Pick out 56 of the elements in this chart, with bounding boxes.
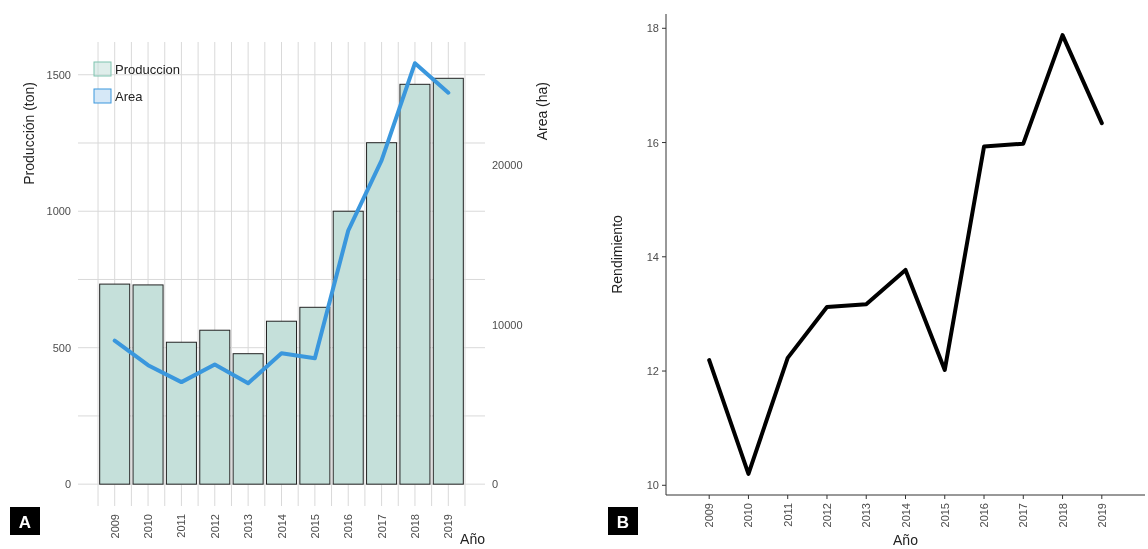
bar <box>232 353 264 485</box>
legend-label: Produccion <box>115 62 181 77</box>
x-tick-label: 2014 <box>899 503 912 528</box>
bar <box>432 77 464 485</box>
bar <box>265 320 298 485</box>
x-tick-label: 2014 <box>275 514 288 539</box>
x-tick-label: 2015 <box>308 514 321 539</box>
bar <box>165 341 197 485</box>
y-tick-label: 500 <box>52 341 71 354</box>
y2-axis-title: Area (ha) <box>534 82 550 141</box>
bar <box>366 142 398 485</box>
bar <box>132 284 164 485</box>
line-series <box>112 61 451 386</box>
y2-tick-label: 0 <box>492 478 499 491</box>
x-tick-label: 2016 <box>342 514 355 539</box>
x-tick-label: 2013 <box>242 514 255 539</box>
x-tick-label: 2013 <box>860 503 873 528</box>
x-tick-label: 2015 <box>938 503 951 528</box>
x-tick-label: 2010 <box>142 514 155 539</box>
x-tick-label: 2012 <box>820 503 833 528</box>
x-tick-label: 2018 <box>1056 503 1069 528</box>
x-tick-label: 2009 <box>108 514 121 539</box>
x-tick-label: 2011 <box>781 503 794 527</box>
x-tick-label: 2017 <box>375 514 388 539</box>
y-tick-label: 0 <box>64 478 71 491</box>
y-axis-title: Rendimiento <box>609 214 625 294</box>
x-tick-label: 2012 <box>208 514 221 539</box>
bar <box>299 306 331 485</box>
y-tick-label: 16 <box>646 136 659 149</box>
text: B <box>616 513 630 532</box>
y-tick-label: 18 <box>646 22 659 35</box>
bar <box>99 283 131 485</box>
y-axis-title: Producción (ton) <box>21 82 37 185</box>
y-tick-label: 1000 <box>46 205 71 218</box>
y-tick-label: 14 <box>646 250 659 263</box>
bar <box>332 210 364 485</box>
y-tick-label: 10 <box>646 479 659 492</box>
bar <box>399 83 431 485</box>
x-tick-label: 2019 <box>1095 503 1108 528</box>
x-tick-label: 2017 <box>1017 503 1030 528</box>
x-tick-label: 2018 <box>408 514 421 539</box>
x-tick-label: 2019 <box>442 514 455 539</box>
x-tick-label: 2009 <box>703 503 716 528</box>
y2-tick-label: 10000 <box>492 318 523 331</box>
line-series <box>707 33 1104 476</box>
text: A <box>18 513 32 532</box>
y2-tick-label: 20000 <box>492 159 523 172</box>
x-axis-title: Año <box>460 531 486 547</box>
x-tick-label: 2011 <box>175 514 188 538</box>
bar <box>199 329 231 485</box>
legend-label: Area <box>115 89 144 104</box>
y-tick-label: 12 <box>646 365 659 378</box>
x-axis-title: Año <box>893 532 919 548</box>
y-tick-label: 1500 <box>46 68 71 81</box>
x-tick-label: 2010 <box>742 503 755 528</box>
x-tick-label: 2016 <box>978 503 991 528</box>
